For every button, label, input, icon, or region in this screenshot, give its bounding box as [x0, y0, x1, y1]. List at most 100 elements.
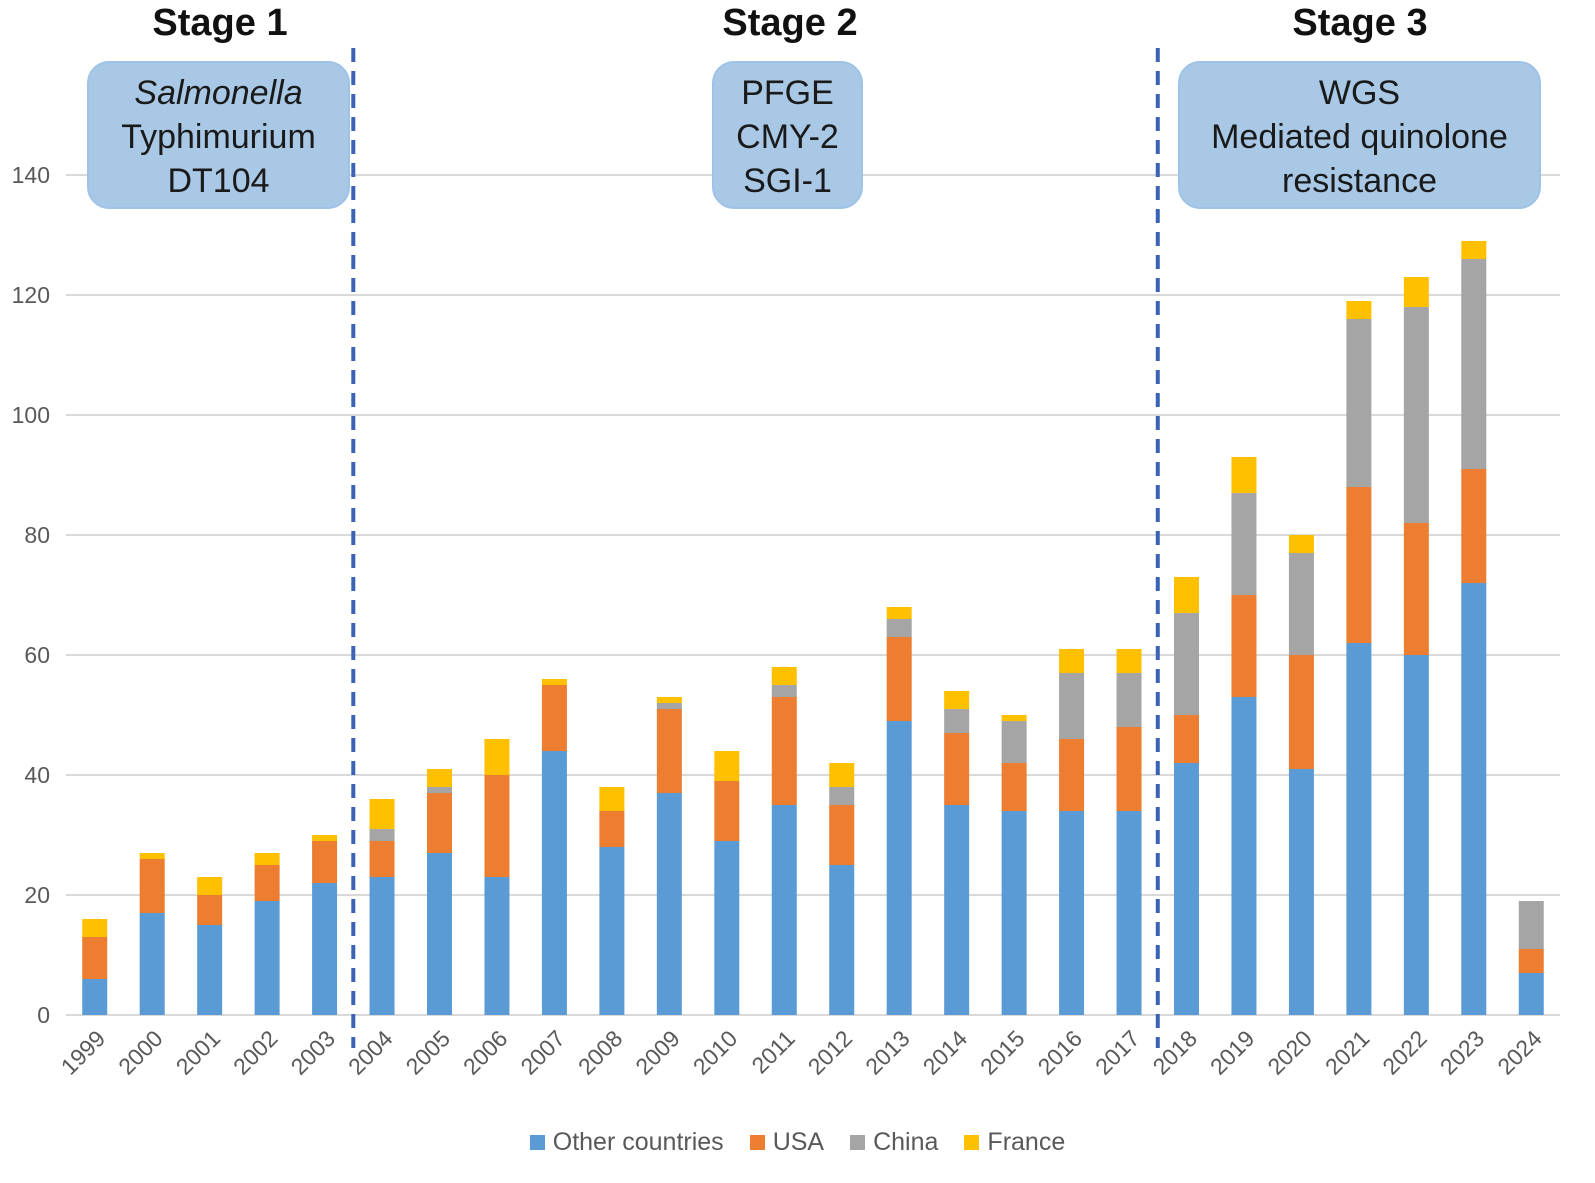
legend-item-other-countries: Other countries: [529, 1128, 724, 1157]
bar-france-2000: [139, 853, 165, 859]
bar-usa-2019: [1231, 595, 1257, 697]
bar-other-countries-2011: [771, 805, 797, 1015]
bar-usa-2005: [427, 793, 452, 853]
bar-china-2005: [427, 787, 452, 793]
bar-france-2006: [484, 739, 510, 775]
bar-france-2010: [714, 751, 740, 781]
x-tick-label: 2016: [1033, 1025, 1088, 1080]
bar-usa-2008: [599, 811, 625, 847]
bar-france-2012: [829, 763, 855, 787]
bar-other-countries-2003: [312, 883, 338, 1015]
bar-china-2019: [1231, 493, 1257, 595]
x-tick-label: 2017: [1090, 1025, 1145, 1080]
bar-china-2009: [656, 703, 682, 709]
bar-france-2021: [1346, 301, 1372, 319]
bar-china-2015: [1001, 721, 1027, 763]
bar-france-2016: [1059, 649, 1085, 673]
bar-usa-2022: [1403, 523, 1429, 655]
bar-china-2020: [1288, 553, 1314, 655]
y-tick-label: 100: [12, 402, 50, 428]
bar-usa-1999: [82, 937, 108, 979]
bar-france-2009: [656, 697, 682, 703]
bar-other-countries-2020: [1288, 769, 1314, 1015]
stage-1-line-3: DT104: [167, 162, 270, 200]
bar-other-countries-1999: [82, 979, 108, 1015]
y-tick-label: 80: [24, 522, 50, 548]
bar-france-2014: [944, 691, 970, 709]
bar-other-countries-2021: [1346, 643, 1372, 1015]
stage-2-line-2: CMY-2: [736, 118, 839, 156]
bar-france-2003: [312, 835, 338, 841]
bar-france-2020: [1288, 535, 1314, 553]
y-tick-label: 60: [24, 642, 50, 668]
bar-france-2007: [541, 679, 567, 685]
bar-china-2021: [1346, 319, 1372, 487]
stage-1-line-1: Salmonella: [134, 74, 303, 112]
stage-1-box: Salmonella Typhimurium DT104: [87, 61, 350, 209]
bar-other-countries-2024: [1518, 973, 1544, 1015]
bar-usa-2012: [829, 805, 855, 865]
bar-france-2023: [1461, 241, 1487, 259]
gridlines: [66, 174, 1560, 1016]
x-tick-label: 2007: [515, 1025, 570, 1080]
bar-usa-2018: [1174, 715, 1199, 763]
bar-usa-2011: [771, 697, 797, 805]
x-tick-label: 2014: [918, 1025, 973, 1080]
bar-other-countries-2009: [656, 793, 682, 1015]
legend-label-france: France: [987, 1128, 1066, 1156]
bar-other-countries-2013: [886, 721, 912, 1015]
x-tick-label: 2019: [1205, 1025, 1260, 1080]
legend-item-usa: USA: [749, 1128, 824, 1157]
bar-other-countries-2012: [829, 865, 855, 1015]
bar-china-2004: [369, 829, 395, 841]
x-tick-label: 2023: [1435, 1025, 1490, 1080]
x-tick-label: 2006: [458, 1025, 513, 1080]
bar-china-2017: [1116, 673, 1142, 727]
stage-1-line-2: Typhimurium: [121, 118, 316, 156]
bar-usa-2002: [254, 865, 280, 901]
bar-france-2004: [369, 799, 395, 829]
bar-france-2005: [427, 769, 452, 787]
bar-other-countries-2000: [139, 913, 165, 1015]
x-tick-label: 2008: [573, 1025, 628, 1080]
y-tick-label: 120: [12, 282, 50, 308]
bar-usa-2003: [312, 841, 338, 883]
bar-china-2018: [1174, 613, 1199, 715]
x-tick-label: 2000: [113, 1025, 168, 1080]
bar-other-countries-2002: [254, 901, 280, 1015]
x-tick-label: 2024: [1492, 1025, 1547, 1080]
bar-france-2013: [886, 607, 912, 619]
bar-other-countries-2014: [944, 805, 970, 1015]
bar-france-2017: [1116, 649, 1142, 673]
bar-usa-2020: [1288, 655, 1314, 769]
legend-item-france: France: [964, 1128, 1065, 1157]
bar-usa-2006: [484, 775, 510, 877]
bar-usa-2004: [369, 841, 395, 877]
bar-usa-2014: [944, 733, 970, 805]
bar-china-2014: [944, 709, 970, 733]
bar-france-2019: [1231, 457, 1257, 493]
stage-dividers: [351, 48, 1160, 1048]
x-tick-label: 2005: [400, 1025, 455, 1080]
bar-other-countries-2019: [1231, 697, 1257, 1015]
y-tick-label: 0: [37, 1002, 50, 1028]
bar-china-2012: [829, 787, 855, 805]
bar-usa-2007: [541, 685, 567, 751]
bar-france-2008: [599, 787, 625, 811]
x-tick-label: 2018: [1147, 1025, 1202, 1080]
x-tick-label: 2012: [803, 1025, 858, 1080]
bar-other-countries-2007: [541, 751, 567, 1015]
bar-china-2022: [1403, 307, 1429, 523]
stage-3-box: WGS Mediated quinolone resistance: [1178, 61, 1541, 209]
x-tick-label: 2020: [1262, 1025, 1317, 1080]
bar-france-2011: [771, 667, 797, 685]
bar-china-2016: [1059, 673, 1085, 739]
legend-swatch-china: [850, 1135, 866, 1150]
bar-other-countries-2005: [427, 853, 452, 1015]
x-tick-label: 2015: [975, 1025, 1030, 1080]
bar-china-2023: [1461, 259, 1487, 469]
bar-china-2011: [771, 685, 797, 697]
x-tick-label: 2001: [171, 1025, 226, 1080]
y-axis-ticks: 0 20 40 60 80 100 120 140: [12, 162, 50, 1028]
